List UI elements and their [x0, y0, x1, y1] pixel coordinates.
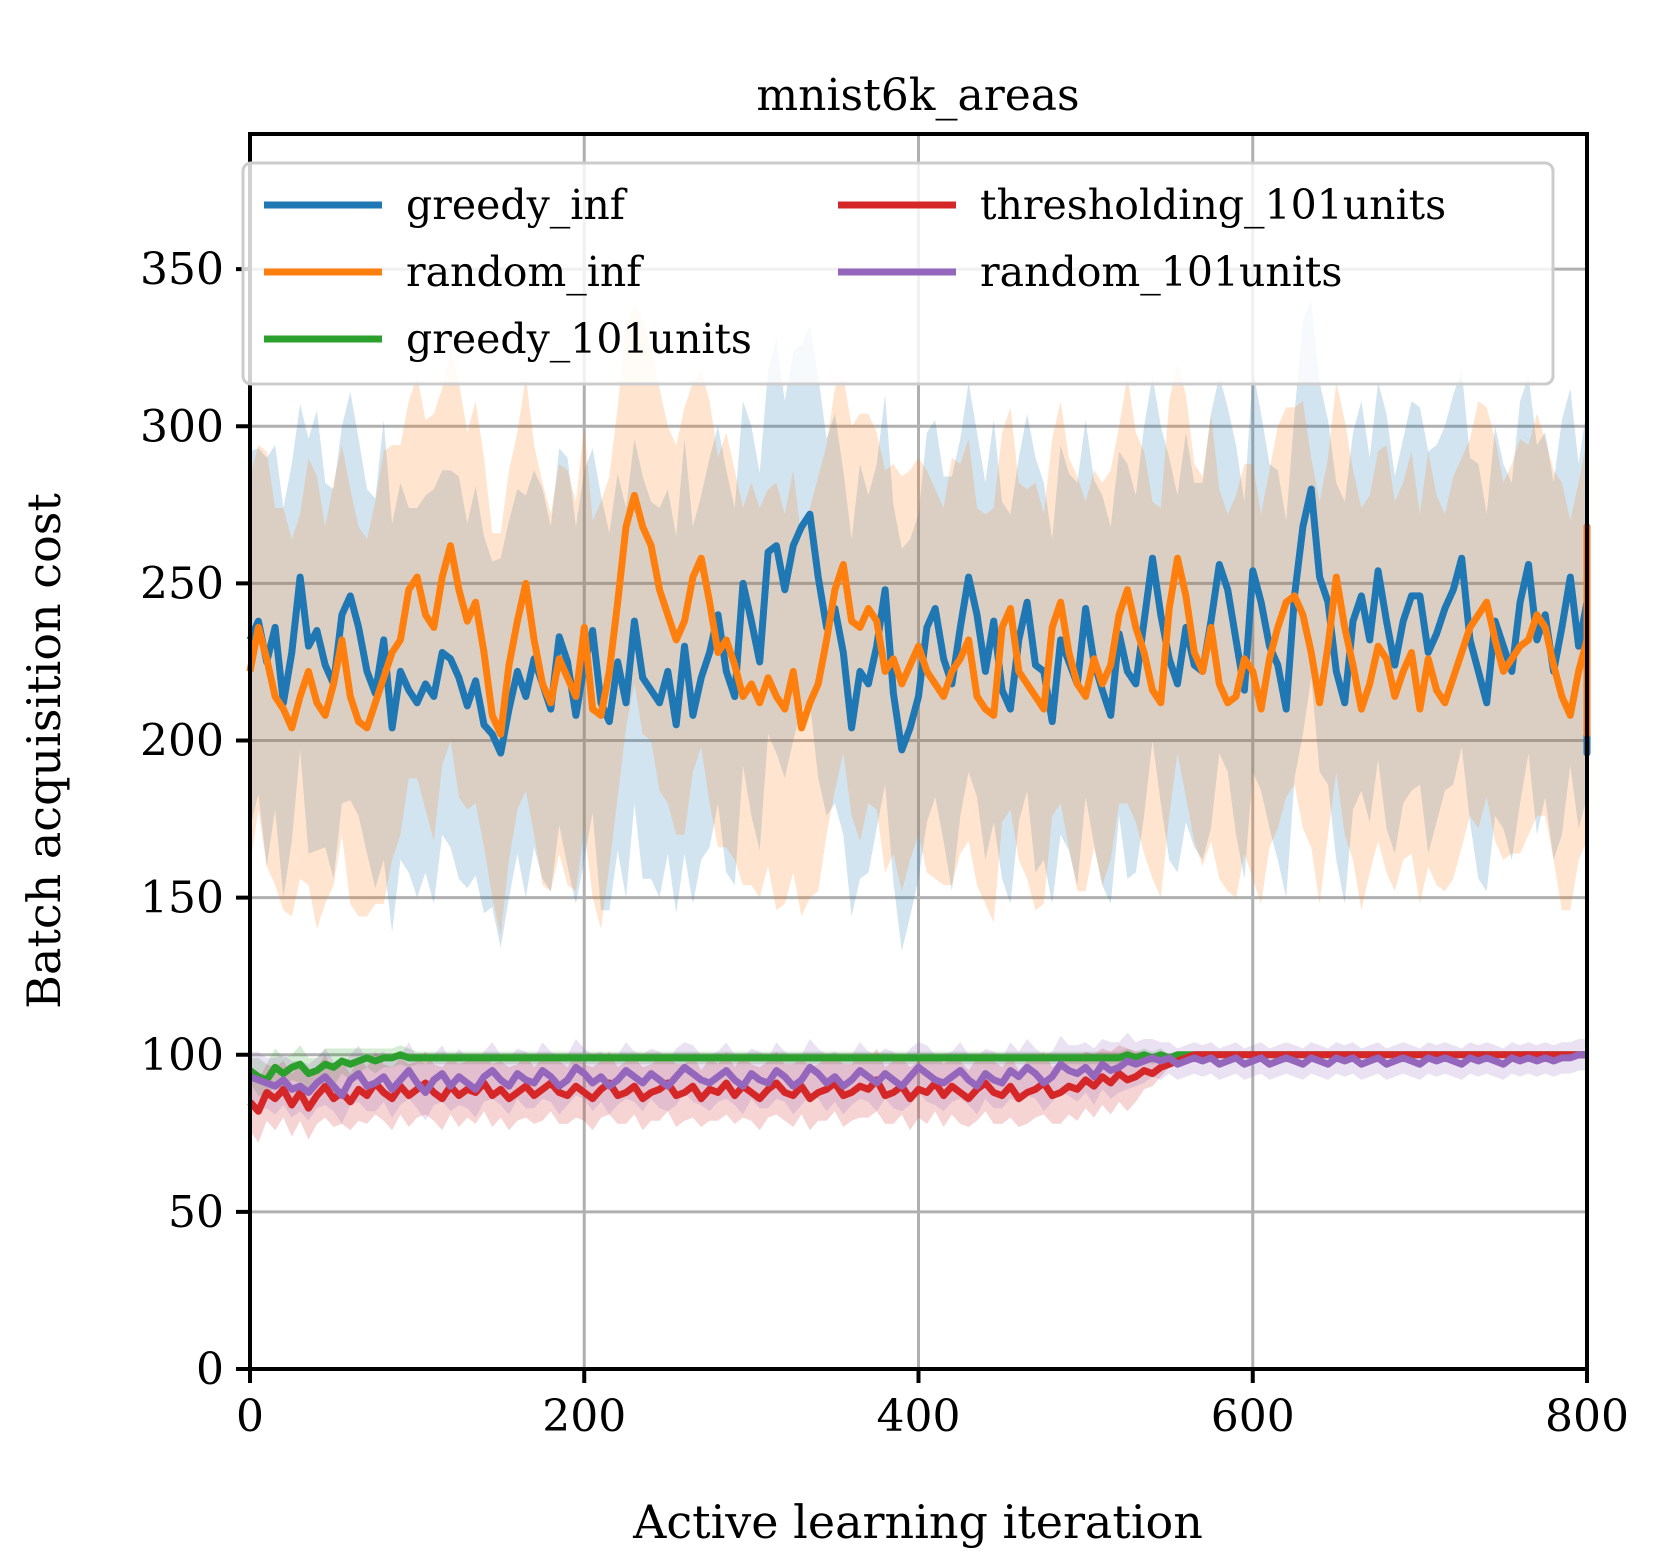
y-tick-label: 200	[140, 716, 224, 767]
legend-label-greedy-101units: greedy_101units	[406, 315, 752, 363]
y-tick-label: 150	[140, 873, 224, 924]
greedy-inf-band	[250, 300, 1587, 952]
y-tick-label: 50	[168, 1187, 224, 1238]
x-tick-label: 600	[1211, 1391, 1295, 1442]
legend: greedy_inf random_inf greedy_101units thres…	[241, 161, 1555, 386]
legend-label-thresholding-101units: thresholding_101units	[980, 181, 1446, 229]
chart-title: mnist6k_areas	[756, 70, 1079, 121]
legend-label-random-101units: random_101units	[980, 248, 1342, 296]
axis-ticks: 0 200 400 600 800 0 50 100 150 200 250 300 350	[140, 244, 1629, 1442]
legend-label-random-inf: random_inf	[406, 248, 644, 296]
random-inf-band	[250, 306, 1587, 936]
legend-label-greedy-inf: greedy_inf	[406, 181, 628, 229]
y-axis-label: Batch acquisition cost	[17, 493, 71, 1009]
x-tick-label: 800	[1545, 1391, 1629, 1442]
y-tick-label: 250	[140, 558, 224, 609]
y-tick-label: 300	[140, 401, 224, 452]
y-tick-label: 350	[140, 244, 224, 295]
y-tick-label: 0	[196, 1344, 224, 1395]
random-101units-line	[248, 1051, 1587, 1100]
x-axis-label: Active learning iteration	[632, 1495, 1203, 1549]
x-tick-label: 200	[542, 1391, 626, 1442]
x-tick-label: 400	[877, 1391, 961, 1442]
y-tick-label: 100	[140, 1030, 224, 1081]
x-tick-label: 0	[236, 1391, 264, 1442]
